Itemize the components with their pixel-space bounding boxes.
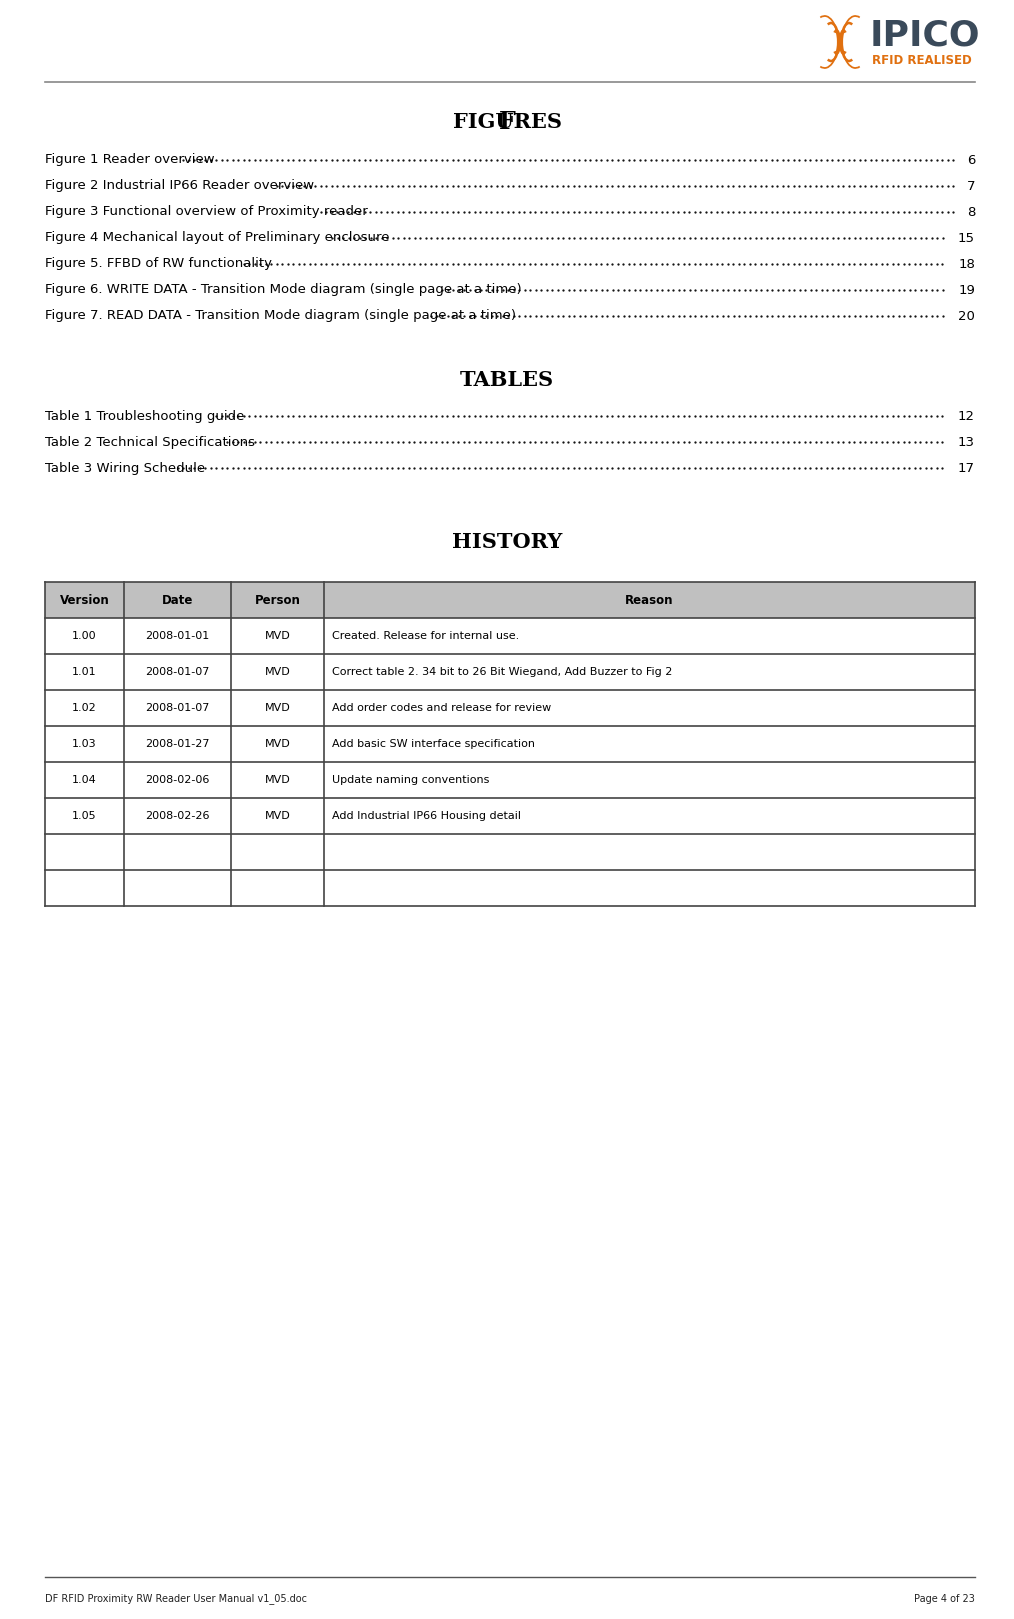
Text: Created. Release for internal use.: Created. Release for internal use. [332, 631, 519, 641]
Text: 2008-01-07: 2008-01-07 [145, 703, 210, 712]
Text: Version: Version [60, 594, 110, 607]
Text: MVD: MVD [265, 667, 290, 677]
Text: 7: 7 [966, 180, 975, 193]
Text: MVD: MVD [265, 703, 290, 712]
Text: Figure 5. FFBD of RW functionality: Figure 5. FFBD of RW functionality [45, 257, 276, 270]
Text: Figure 1 Reader overview: Figure 1 Reader overview [45, 154, 215, 167]
Text: 19: 19 [958, 283, 975, 296]
Text: 1.04: 1.04 [72, 776, 97, 785]
Text: MVD: MVD [265, 631, 290, 641]
Text: Page 4 of 23: Page 4 of 23 [915, 1595, 975, 1604]
Text: 8: 8 [966, 206, 975, 219]
Text: 6: 6 [966, 154, 975, 167]
Text: Figure 4 Mechanical layout of Preliminary enclosure: Figure 4 Mechanical layout of Preliminar… [45, 232, 389, 244]
Text: MVD: MVD [265, 738, 290, 750]
Text: Reason: Reason [626, 594, 673, 607]
Text: Table 2 Technical Specifications: Table 2 Technical Specifications [45, 436, 255, 448]
Text: IPICO: IPICO [870, 18, 981, 52]
Text: 2008-01-01: 2008-01-01 [145, 631, 210, 641]
Text: 18: 18 [958, 257, 975, 270]
Text: DF RFID Proximity RW Reader User Manual v1_05.doc: DF RFID Proximity RW Reader User Manual … [45, 1593, 307, 1604]
Text: 15: 15 [958, 232, 975, 244]
Text: Add Industrial IP66 Housing detail: Add Industrial IP66 Housing detail [332, 811, 521, 821]
Text: 1.03: 1.03 [72, 738, 97, 750]
Text: 1.01: 1.01 [72, 667, 97, 677]
Text: 1.00: 1.00 [72, 631, 97, 641]
Text: 2008-02-26: 2008-02-26 [145, 811, 210, 821]
Text: 1.05: 1.05 [72, 811, 97, 821]
Text: 20: 20 [958, 309, 975, 322]
Bar [45, 581, 975, 618]
Text: F: F [499, 110, 515, 134]
Text: 17: 17 [958, 461, 975, 474]
Text: Correct table 2. 34 bit to 26 Bit Wiegand, Add Buzzer to Fig 2: Correct table 2. 34 bit to 26 Bit Wiegan… [332, 667, 672, 677]
Text: 13: 13 [958, 436, 975, 448]
Text: Table 3 Wiring Schedule: Table 3 Wiring Schedule [45, 461, 205, 474]
Text: 1.02: 1.02 [72, 703, 97, 712]
Text: Add basic SW interface specification: Add basic SW interface specification [332, 738, 535, 750]
Text: Figure 3 Functional overview of Proximity reader: Figure 3 Functional overview of Proximit… [45, 206, 372, 219]
Text: MVD: MVD [265, 811, 290, 821]
Text: FIGURES: FIGURES [452, 112, 562, 133]
Text: Figure 2 Industrial IP66 Reader overview: Figure 2 Industrial IP66 Reader overview [45, 180, 318, 193]
Text: Person: Person [255, 594, 300, 607]
Text: 2008-01-27: 2008-01-27 [145, 738, 210, 750]
Text: RFID REALISED: RFID REALISED [872, 53, 971, 66]
Text: MVD: MVD [265, 776, 290, 785]
Text: 12: 12 [958, 410, 975, 423]
Text: Figure 6. WRITE DATA - Transition Mode diagram (single page at a time): Figure 6. WRITE DATA - Transition Mode d… [45, 283, 526, 296]
Text: Update naming conventions: Update naming conventions [332, 776, 490, 785]
Text: 2008-02-06: 2008-02-06 [145, 776, 210, 785]
Bar [45, 581, 975, 907]
Text: Add order codes and release for review: Add order codes and release for review [332, 703, 552, 712]
Text: 2008-01-07: 2008-01-07 [145, 667, 210, 677]
Text: Table 1 Troubleshooting guide: Table 1 Troubleshooting guide [45, 410, 248, 423]
Text: TABLES: TABLES [460, 371, 554, 390]
Text: Date: Date [162, 594, 194, 607]
Text: Figure 7. READ DATA - Transition Mode diagram (single page at a time): Figure 7. READ DATA - Transition Mode di… [45, 309, 516, 322]
Text: HISTORY: HISTORY [452, 533, 562, 552]
